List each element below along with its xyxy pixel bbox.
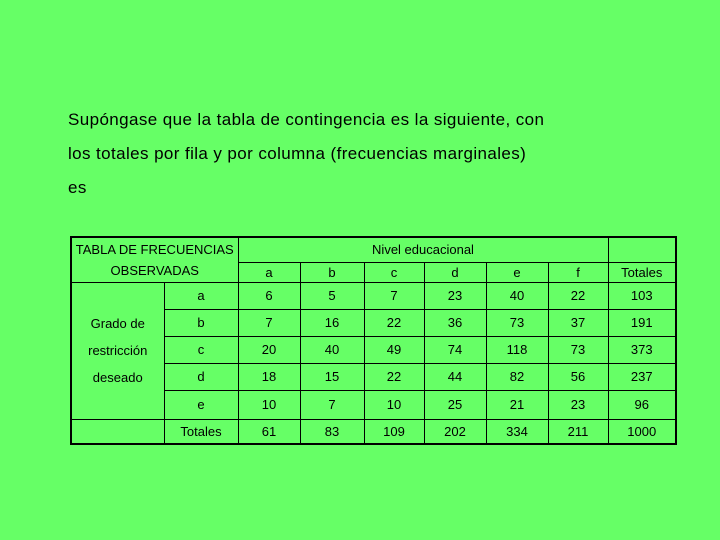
table-cell: 7: [237, 308, 301, 337]
row-total: 373: [607, 335, 677, 364]
row-total: 237: [607, 362, 677, 391]
table-cell: 40: [299, 335, 365, 364]
row-group-label: Grado de restricción deseado: [70, 281, 165, 420]
table-row: c 20 40 49 74 118 73 373: [71, 335, 677, 364]
row-header-a: a: [163, 281, 239, 310]
grand-total: 1000: [607, 418, 677, 445]
intro-line-3: es: [68, 178, 87, 197]
column-header-c: c: [363, 261, 425, 283]
column-total: 61: [237, 418, 301, 445]
table-cell: 73: [547, 335, 609, 364]
totals-row: Totales 61 83 109 202 334 211 1000: [70, 418, 677, 445]
row-total: 103: [607, 281, 677, 310]
totals-row-corner: [70, 418, 165, 445]
intro-line-1: Supóngase que la tabla de contingencia e…: [68, 110, 545, 129]
table-cell: 16: [299, 308, 365, 337]
table-cell: 22: [363, 362, 425, 391]
column-total: 109: [363, 418, 425, 445]
table-title-line-2: OBSERVADAS: [110, 262, 199, 278]
table-cell: 56: [547, 362, 609, 391]
table-cell: 5: [299, 281, 365, 310]
table-cell: 25: [423, 389, 487, 420]
table-cell: 18: [237, 362, 301, 391]
table-cell: 10: [237, 389, 301, 420]
row-group-label-line-2: restricción: [88, 343, 148, 358]
row-group-label-line-3: deseado: [92, 370, 143, 385]
table-cell: 22: [547, 281, 609, 310]
row-header-b: b: [163, 308, 239, 337]
table-cell: 21: [485, 389, 549, 420]
table-row: d 18 15 22 44 82 56 237: [71, 362, 677, 391]
table-cell: 82: [485, 362, 549, 391]
row-header-e: e: [163, 389, 239, 420]
table-cell: 73: [485, 308, 549, 337]
column-header-a: a: [237, 261, 301, 283]
column-total: 334: [485, 418, 549, 445]
table-cell: 49: [363, 335, 425, 364]
totals-column-header: Totales: [607, 261, 677, 283]
table-cell: 7: [299, 389, 365, 420]
row-total: 96: [607, 389, 677, 420]
table-cell: 15: [299, 362, 365, 391]
table-cell: 36: [423, 308, 487, 337]
table-cell: 118: [485, 335, 549, 364]
table-row: Grado de restricción deseado a 6 5 7 23 …: [70, 281, 677, 420]
table-cell: 20: [237, 335, 301, 364]
table-cell: 23: [547, 389, 609, 420]
column-total: 202: [423, 418, 487, 445]
row-header-c: c: [163, 335, 239, 364]
table-title: TABLA DE FRECUENCIAS OBSERVADAS: [70, 236, 239, 283]
column-header-b: b: [299, 261, 365, 283]
table-cell: 7: [363, 281, 425, 310]
column-group-header: Nivel educacional: [237, 236, 609, 263]
column-total: 83: [299, 418, 365, 445]
totals-row-header: Totales: [163, 418, 239, 445]
row-group-label-line-1: Grado de: [90, 316, 145, 331]
column-total: 211: [547, 418, 609, 445]
table-cell: 44: [423, 362, 487, 391]
table-row: e 10 7 10 25 21 23 96: [71, 389, 677, 420]
table-cell: 74: [423, 335, 487, 364]
table-cell: 6: [237, 281, 301, 310]
column-header-e: e: [485, 261, 549, 283]
table-cell: 40: [485, 281, 549, 310]
table-cell: 10: [363, 389, 425, 420]
table-title-line-1: TABLA DE FRECUENCIAS: [75, 241, 234, 257]
row-total: 191: [607, 308, 677, 337]
table-cell: 22: [363, 308, 425, 337]
contingency-table: TABLA DE FRECUENCIAS OBSERVADAS Nivel ed…: [70, 236, 677, 445]
column-header-f: f: [547, 261, 609, 283]
table-cell: 23: [423, 281, 487, 310]
row-header-d: d: [163, 362, 239, 391]
column-header-d: d: [423, 261, 487, 283]
intro-line-2: los totales por fila y por columna (frec…: [68, 144, 527, 163]
table-row: b 7 16 22 36 73 37 191: [71, 308, 677, 337]
table-cell: 37: [547, 308, 609, 337]
corner-cell: [607, 236, 677, 263]
intro-paragraph: Supóngase que la tabla de contingencia e…: [68, 103, 688, 205]
